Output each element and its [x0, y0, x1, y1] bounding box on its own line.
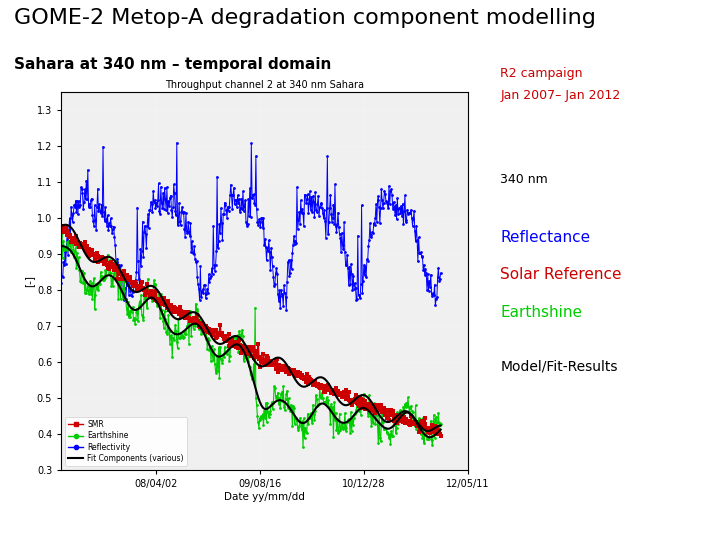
Text: Jan 2007– Jan 2012: Jan 2007– Jan 2012 [500, 89, 621, 102]
Text: Reflectance: Reflectance [500, 230, 590, 245]
Text: Model/Fit-Results: Model/Fit-Results [500, 359, 618, 373]
Text: GOME-2 Metop-A degradation component modelling: GOME-2 Metop-A degradation component mod… [14, 8, 596, 28]
Text: Earthshine: Earthshine [500, 305, 582, 320]
X-axis label: Date yy/mm/dd: Date yy/mm/dd [224, 491, 305, 502]
Legend: SMR, Earthshine, Reflectivity, Fit Components (various): SMR, Earthshine, Reflectivity, Fit Compo… [65, 417, 186, 466]
Text: Sahara at 340 nm – temporal domain: Sahara at 340 nm – temporal domain [14, 57, 332, 72]
Y-axis label: [-]: [-] [24, 275, 34, 287]
Text: 340 nm: 340 nm [500, 173, 548, 186]
Title: Throughput channel 2 at 340 nm Sahara: Throughput channel 2 at 340 nm Sahara [165, 79, 364, 90]
Text: Solar Reference: Solar Reference [500, 267, 622, 282]
Text: R2 campaign: R2 campaign [500, 68, 583, 80]
